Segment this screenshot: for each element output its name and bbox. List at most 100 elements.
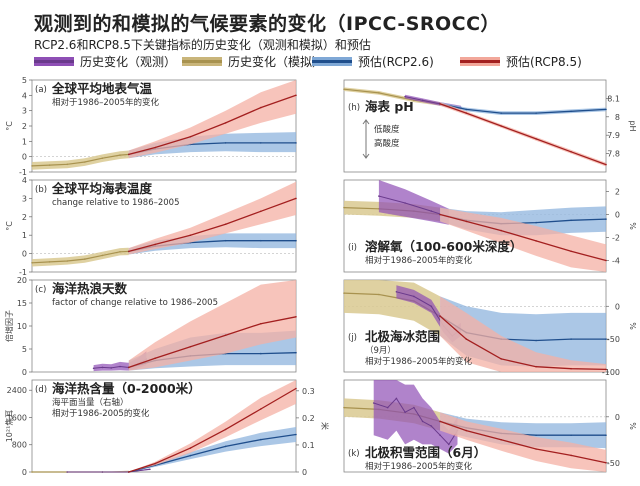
point-rcp26-i bbox=[605, 218, 607, 220]
panel-title-j: 北极海冰范围 bbox=[365, 329, 440, 344]
point-rcp85-i bbox=[500, 229, 503, 232]
point-rcp26-b bbox=[224, 239, 227, 242]
point-rcp26-b bbox=[260, 239, 262, 242]
point-historical-b bbox=[84, 258, 86, 260]
panel-subtitle-b: change relative to 1986–2005 bbox=[52, 198, 180, 208]
point-rcp85-c bbox=[154, 357, 156, 360]
point-rcp85-c bbox=[128, 366, 130, 369]
point-historical-a bbox=[48, 164, 51, 166]
point-rcp85-i bbox=[439, 213, 441, 216]
panel-letter-k: (k) bbox=[348, 449, 360, 459]
panel-title-i: 溶解氧（100-600米深度） bbox=[365, 239, 522, 254]
point-rcp85-d bbox=[189, 447, 192, 449]
ylabel-k: % bbox=[628, 422, 637, 430]
point-rcp85-a bbox=[260, 106, 262, 109]
point-rcp26-d bbox=[224, 445, 227, 448]
ytick-label-c: 20 bbox=[17, 276, 27, 285]
point-rcp85-d bbox=[260, 408, 262, 410]
point-observed-k bbox=[386, 406, 389, 409]
line-rcp85-b bbox=[128, 197, 297, 253]
ytick-label-b: 2 bbox=[22, 213, 27, 222]
ytick-label-d: 800 bbox=[12, 441, 27, 450]
ytick-label-a: 4 bbox=[22, 91, 27, 100]
point-rcp85-d bbox=[224, 428, 227, 431]
point-rcp26-d bbox=[189, 454, 192, 457]
point-rcp85-j bbox=[500, 358, 503, 360]
point-rcp85-j bbox=[439, 315, 441, 317]
panel-letter-a: (a) bbox=[35, 85, 47, 95]
line-rcp85-a bbox=[128, 94, 297, 156]
panel-subtitle-a: 相对于1986–2005年的变化 bbox=[52, 97, 160, 108]
band-rcp85-c bbox=[128, 280, 296, 371]
point-rcp26-h bbox=[605, 108, 607, 111]
line-rcp85-k bbox=[439, 420, 607, 464]
line-rcp26-h bbox=[439, 103, 607, 114]
legend-label-historical: 历史变化（模拟） bbox=[228, 54, 325, 69]
panel-title-h: 海表 pH bbox=[365, 99, 414, 114]
band-rcp85-b bbox=[128, 181, 296, 255]
band-rcp85-d bbox=[128, 380, 296, 472]
point-observed-j bbox=[395, 291, 398, 293]
point-rcp85-a bbox=[154, 146, 156, 149]
point-observed-d bbox=[66, 471, 68, 473]
point-historical-b bbox=[31, 262, 33, 264]
panel-b: -1 0 1 2 3 4 °C (b) 全球平均海表温度 change relative to 1… bbox=[5, 176, 297, 277]
point-rcp26-k bbox=[570, 434, 572, 437]
panel-subtitle-i: 相对于1986–2005年的变化 bbox=[365, 255, 473, 266]
band-rcp26-b bbox=[128, 233, 296, 255]
point-observed-j bbox=[430, 305, 433, 308]
y2label-d: 米 bbox=[320, 422, 330, 430]
point-rcp26-a bbox=[224, 142, 227, 144]
band-observed-k bbox=[373, 380, 458, 454]
point-observed-c bbox=[92, 367, 95, 370]
point-rcp85-c bbox=[260, 322, 262, 325]
line-rcp85-h bbox=[439, 103, 607, 166]
point-rcp26-a bbox=[295, 142, 297, 144]
panel-title-k: 北极积雪范围（6月） bbox=[365, 445, 486, 460]
panel-subtitle2-d: 相对于1986-2005的变化 bbox=[52, 408, 150, 419]
point-rcp85-j bbox=[605, 368, 607, 371]
ph-arrow-down-icon bbox=[362, 153, 370, 159]
legend-swatch-rcp85 bbox=[460, 56, 500, 66]
ylabel-i: % bbox=[628, 222, 637, 230]
point-rcp85-d bbox=[295, 387, 297, 390]
point-historical-a bbox=[84, 161, 86, 163]
ytick-label-b: 0 bbox=[22, 250, 27, 259]
point-rcp85-b bbox=[295, 197, 297, 200]
point-rcp26-j bbox=[570, 338, 572, 340]
point-rcp85-c bbox=[189, 345, 192, 348]
point-historical-b bbox=[66, 260, 68, 262]
point-rcp85-h bbox=[439, 103, 441, 105]
point-historical-d bbox=[31, 471, 33, 473]
ytick-label-i: 0 bbox=[615, 211, 620, 220]
panel-subtitle2-j: 相对于1986–2005年的变化 bbox=[365, 356, 473, 367]
y2tick-label-d: 0.3 bbox=[302, 387, 315, 396]
ytick-label-b: 3 bbox=[22, 194, 27, 203]
ytick-label-d: 2400 bbox=[7, 386, 27, 395]
legend-label-rcp85: 预估(RCP8.5) bbox=[506, 54, 582, 69]
panel-d: 0 800 1600 2400 10²¹焦耳 0 0.1 0.2 0.3 米 (d) 海洋热含量（0-… bbox=[4, 379, 330, 477]
ytick-label-a: 3 bbox=[22, 107, 27, 116]
point-observed-k bbox=[372, 402, 375, 404]
ytick-label-j: -50 bbox=[607, 335, 620, 344]
legend-item-historical: 历史变化（模拟） bbox=[182, 52, 324, 70]
point-historical-b bbox=[48, 261, 51, 263]
y2tick-label-d: 0.2 bbox=[302, 414, 315, 423]
ytick-label-k: -50 bbox=[607, 459, 620, 468]
ph-note-1: 高酸度 bbox=[374, 138, 400, 149]
point-observed-c bbox=[101, 366, 104, 369]
point-historical-i bbox=[343, 206, 345, 209]
point-observed-i bbox=[378, 195, 380, 197]
point-historical-h bbox=[378, 92, 380, 94]
ytick-label-h: 7.8 bbox=[607, 150, 620, 159]
panel-letter-d: (d) bbox=[35, 385, 47, 395]
panel-title-c: 海洋热浪天数 bbox=[52, 281, 128, 296]
point-rcp26-h bbox=[465, 108, 468, 111]
panel-j: -100 -50 0% (j) 北极海冰范围（9月）相对于1986–2005年的变化 bbox=[343, 279, 637, 377]
point-rcp85-c bbox=[295, 316, 297, 318]
line-rcp85-c bbox=[128, 316, 297, 369]
panel-c: 0 5 10 15 20 倍增因子 (c) 海洋热浪天数 factor of change re… bbox=[4, 276, 297, 377]
point-rcp85-k bbox=[605, 462, 607, 464]
panel-letter-h: (h) bbox=[348, 103, 360, 113]
